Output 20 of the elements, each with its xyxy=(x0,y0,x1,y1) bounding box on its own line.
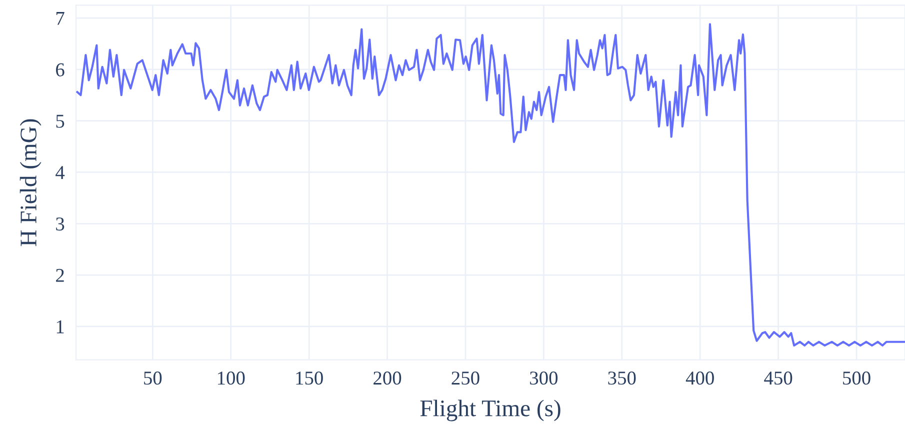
y-tick-label: 7 xyxy=(56,12,64,25)
x-tick-label: 350 xyxy=(608,372,636,385)
x-tick-label: 50 xyxy=(144,372,162,385)
x-tick-label: 250 xyxy=(452,372,480,385)
x-tick-label: 300 xyxy=(530,372,558,385)
line-series xyxy=(76,23,905,347)
x-tick-label: 150 xyxy=(296,372,323,385)
y-tick-label: 3 xyxy=(56,218,64,231)
x-tick-label: 100 xyxy=(218,372,245,385)
y-tick-label: 2 xyxy=(56,268,64,282)
y-tick-label: 5 xyxy=(56,114,64,128)
x-tick-label: 500 xyxy=(843,372,870,385)
y-axis-title: H Field (mG) xyxy=(20,119,42,246)
x-tick-label: 400 xyxy=(686,372,714,385)
x-tick-label: 450 xyxy=(764,372,792,385)
y-tick-label: 6 xyxy=(56,63,64,76)
x-tick-label: 200 xyxy=(374,372,402,385)
y-tick-label: 4 xyxy=(56,166,65,179)
x-axis-title: Flight Time (s) xyxy=(420,400,560,422)
y-tick-label: 1 xyxy=(56,320,64,334)
